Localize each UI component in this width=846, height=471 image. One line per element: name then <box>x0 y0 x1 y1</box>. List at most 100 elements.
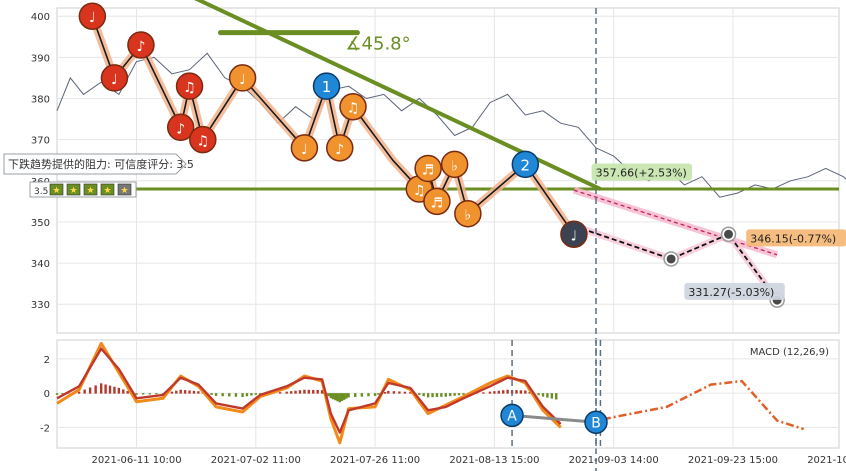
music-note-marker <box>127 31 155 59</box>
macd-point-label: A <box>507 408 517 424</box>
macd-histogram-bar <box>148 393 151 395</box>
macd-histogram-bar <box>329 393 333 399</box>
macd-histogram-bar <box>537 393 540 396</box>
x-axis-label: 2021-08-13 15:00 <box>449 455 539 466</box>
macd-histogram-bar <box>502 390 505 394</box>
macd-histogram-bar <box>192 390 196 394</box>
price-y-tick: 350 <box>31 218 50 229</box>
x-axis-label: 2021-07-26 11:00 <box>330 455 420 466</box>
music-note-marker <box>175 72 204 100</box>
macd-histogram-bar <box>312 389 315 394</box>
rating-star-glyph: ★ <box>69 186 77 196</box>
macd-histogram-bar <box>331 393 335 400</box>
rating-star-glyph: ★ <box>86 186 94 196</box>
macd-histogram-bar <box>515 390 518 394</box>
macd-histogram-bar <box>373 393 377 396</box>
rating-star-box <box>49 183 64 196</box>
macd-histogram-bar <box>61 393 64 395</box>
macd-histogram-bar <box>289 391 293 394</box>
macd-histogram-bar <box>294 390 297 394</box>
x-axis-label: 2021-09-23 15:00 <box>688 455 778 466</box>
macd-histogram-bar <box>347 393 350 398</box>
macd-histogram-bar <box>122 389 125 394</box>
price-y-tick: 340 <box>31 259 50 270</box>
music-note-glyph: ♩ <box>239 72 246 88</box>
music-note-glyph: ♬ <box>431 195 444 211</box>
macd-histogram-bar <box>431 393 434 398</box>
macd-histogram-bar <box>435 393 439 398</box>
music-note-glyph: ♪ <box>136 39 145 55</box>
music-note-marker <box>454 199 482 228</box>
macd-histogram-bar <box>141 393 145 395</box>
macd-histogram-bar <box>307 389 311 394</box>
wave-label-marker <box>511 150 540 179</box>
macd-histogram-bar <box>241 393 244 398</box>
macd-histogram-bar <box>338 393 341 403</box>
macd-histogram-bar <box>188 390 191 394</box>
wave-label-text: 1 <box>322 78 332 96</box>
macd-histogram-bar <box>320 390 324 394</box>
rating-star-glyph: ★ <box>103 186 111 196</box>
macd-histogram-bar <box>77 391 81 394</box>
macd-histogram-bar <box>88 387 92 394</box>
macd-histogram-bar <box>135 393 138 395</box>
macd-histogram-bar <box>453 393 456 396</box>
macd-series-line <box>56 347 562 434</box>
music-note-glyph: ♫ <box>347 101 360 117</box>
macd-histogram-bar <box>245 393 249 397</box>
price-y-tick: 390 <box>31 53 50 64</box>
macd-histogram-bar <box>342 393 346 400</box>
macd-panel-frame <box>56 339 840 449</box>
music-note-glyph: ♪ <box>335 142 344 158</box>
macd-histogram-bar <box>422 393 425 397</box>
macd-histogram-bar <box>546 393 549 398</box>
macd-y-tick: 2 <box>44 355 50 366</box>
macd-histogram-bar <box>179 389 182 394</box>
macd-histogram-bar <box>345 393 348 399</box>
upper-projection-line <box>573 189 778 256</box>
macd-histogram-bar <box>250 393 253 396</box>
macd-histogram-bar <box>99 383 103 394</box>
macd-histogram-bar <box>340 393 344 402</box>
macd-histogram-bar <box>94 385 97 394</box>
macd-histogram-bar <box>440 393 443 397</box>
resistance-label: 下跌趋势提供的阻力: 可信度评分: 3.5 <box>8 157 194 171</box>
macd-histogram-bar <box>403 391 407 394</box>
projection-label-text: 346.15(-0.77%) <box>750 232 836 245</box>
music-note-glyph: ♩ <box>301 142 308 158</box>
music-note-marker <box>189 125 217 154</box>
macd-histogram-bar <box>354 393 357 398</box>
macd-histogram-bar <box>278 392 282 394</box>
macd-y-tick: 0 <box>44 389 50 400</box>
macd-histogram-bar <box>126 391 129 394</box>
macd-histogram-bar <box>383 392 387 394</box>
macd-histogram-bar <box>108 385 112 394</box>
zigzag-band <box>88 14 578 237</box>
macd-point-label: B <box>591 415 601 431</box>
rating-star-glyph: ★ <box>52 186 60 196</box>
macd-histogram-bar <box>462 393 465 395</box>
macd-histogram-bar <box>524 390 527 394</box>
macd-y-tick: -2 <box>40 423 50 434</box>
x-axis-label: 2021-09-03 14:00 <box>569 455 659 466</box>
macd-histogram-bar <box>228 393 231 397</box>
macd-histogram-bar <box>117 387 121 394</box>
projection-node <box>666 254 676 264</box>
rating-star-box <box>66 183 81 196</box>
macd-histogram-bar <box>377 393 380 395</box>
macd-histogram-bar <box>210 393 213 395</box>
projection-line <box>573 225 778 301</box>
projection-label-text: 357.66(+2.53%) <box>596 167 687 180</box>
music-note-marker <box>100 64 129 92</box>
macd-histogram-bar <box>298 390 302 394</box>
price-y-tick: 330 <box>31 300 50 311</box>
resistance-callout <box>3 153 187 175</box>
macd-histogram-bar <box>155 393 158 395</box>
rating-star-box <box>83 183 98 196</box>
macd-histogram-bar <box>367 393 370 397</box>
macd-histogram-bar <box>336 393 339 402</box>
music-note-marker <box>166 113 195 142</box>
music-note-marker <box>78 2 107 30</box>
music-note-glyph: ♫ <box>413 183 426 199</box>
